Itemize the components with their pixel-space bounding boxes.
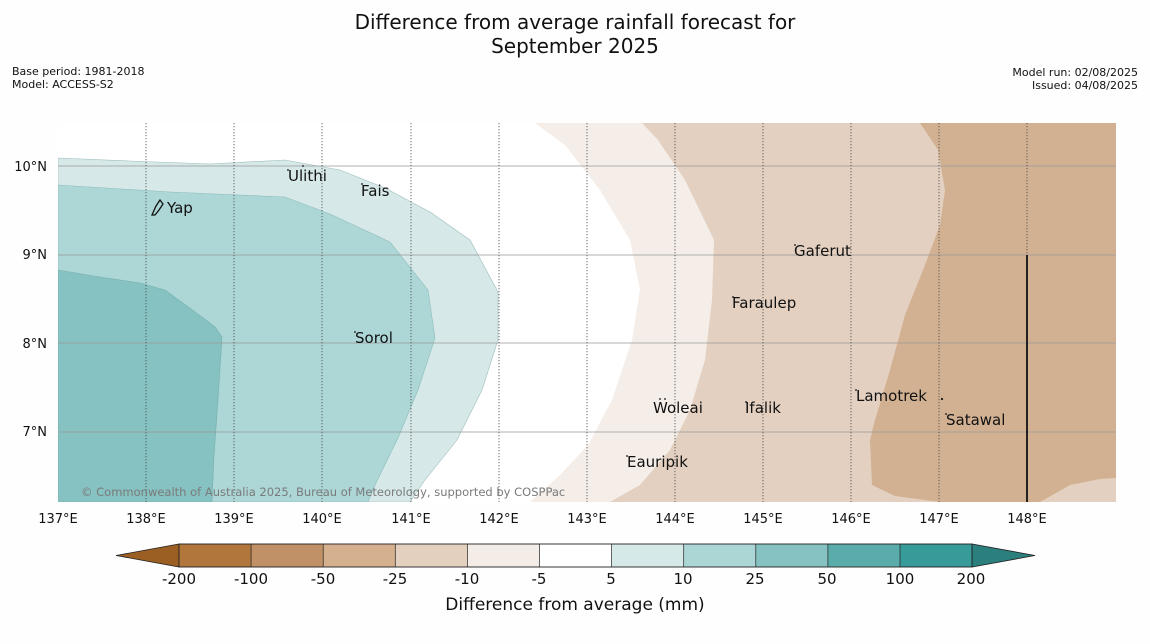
island-markers xyxy=(287,165,947,457)
lon-tick-label: 137°E xyxy=(38,512,78,527)
colorbar-tick-labels: -200 -100 -50 -25 -10 -5 5 10 25 50 100 … xyxy=(162,570,985,588)
colorbar-tick-label: 200 xyxy=(957,570,986,588)
lat-tick-label: 10°N xyxy=(14,160,47,175)
colorbar: -200 -100 -50 -25 -10 -5 5 10 25 50 100 … xyxy=(115,543,1036,615)
colorbar-label: Difference from average (mm) xyxy=(445,595,704,615)
colorbar-segment xyxy=(683,544,756,567)
island-dot xyxy=(361,183,363,185)
place-label-satawal: Satawal xyxy=(946,411,1005,429)
colorbar-tick-label: -200 xyxy=(162,570,196,588)
colorbar-segment xyxy=(467,544,540,567)
colorbar-segment xyxy=(539,544,612,567)
island-dot xyxy=(302,165,304,167)
lon-tick-label: 142°E xyxy=(479,512,519,527)
place-label-woleai: Woleai xyxy=(653,399,703,417)
colorbar-dividers xyxy=(250,544,901,567)
island-dot xyxy=(354,331,356,333)
colorbar-tick-label: 50 xyxy=(817,570,836,588)
model-text: Model: ACCESS-S2 xyxy=(12,78,114,91)
place-label-fais: Fais xyxy=(361,182,390,200)
colorbar-tick-label: 10 xyxy=(673,570,692,588)
lon-tick-label: 147°E xyxy=(919,512,959,527)
island-dot xyxy=(945,413,947,415)
dry-region-corner xyxy=(1040,478,1116,502)
lon-tick-label: 138°E xyxy=(126,512,166,527)
colorbar-segment xyxy=(611,544,684,567)
lon-tick-label: 143°E xyxy=(567,512,607,527)
colorbar-segment xyxy=(755,544,828,567)
lat-tick-label: 8°N xyxy=(23,337,48,352)
colorbar-frame xyxy=(178,543,973,568)
map-panel: Ulithi Fais Yap Gaferut Faraulep Sorol W… xyxy=(58,123,1116,502)
colorbar-wet-extension xyxy=(971,543,1036,568)
colorbar-segment xyxy=(251,544,324,567)
place-label-eauripik: Eauripik xyxy=(627,453,688,471)
island-dot xyxy=(626,455,628,457)
lon-tick-label: 140°E xyxy=(302,512,342,527)
colorbar-segment xyxy=(323,544,396,567)
title-line-1: Difference from average rainfall forecas… xyxy=(354,10,796,34)
place-label-faraulep: Faraulep xyxy=(732,294,796,312)
colorbar-segment xyxy=(179,544,252,567)
colorbar-tick-label: 25 xyxy=(745,570,764,588)
lat-tick-label: 9°N xyxy=(23,248,48,263)
place-label-ifalik: Ifalik xyxy=(745,399,781,417)
yap-island-icon xyxy=(150,198,164,216)
very-wet-region xyxy=(58,269,223,502)
colorbar-dry-extension xyxy=(115,543,180,568)
lon-tick-label: 145°E xyxy=(743,512,783,527)
colorbar-tick-label: -5 xyxy=(532,570,547,588)
lon-tick-label: 139°E xyxy=(214,512,254,527)
colorbar-tick-label: -25 xyxy=(383,570,408,588)
title-line-2: September 2025 xyxy=(491,34,659,58)
lon-tick-label: 146°E xyxy=(831,512,871,527)
island-dot xyxy=(732,296,734,298)
base-period-text: Base period: 1981-2018 xyxy=(12,65,145,78)
colorbar-segment xyxy=(395,544,468,567)
island-dot xyxy=(745,401,747,403)
map-title: Difference from average rainfall forecas… xyxy=(0,10,1150,58)
lat-tick-label: 7°N xyxy=(23,425,48,440)
copyright-text: © Commonwealth of Australia 2025, Bureau… xyxy=(81,485,565,499)
colorbar-segment xyxy=(900,544,972,567)
colorbar-tick-label: -10 xyxy=(455,570,480,588)
model-run-text: Model run: 02/08/2025 xyxy=(1012,66,1138,79)
colorbar-tick-label: 100 xyxy=(886,570,915,588)
island-dot xyxy=(940,397,944,401)
colorbar-tick-label: 5 xyxy=(606,570,616,588)
place-label-sorol: Sorol xyxy=(355,329,393,347)
place-label-lamotrek: Lamotrek xyxy=(856,387,927,405)
lon-tick-label: 141°E xyxy=(391,512,431,527)
issued-text: Issued: 04/08/2025 xyxy=(1031,79,1138,92)
lon-tick-label: 148°E xyxy=(1007,512,1047,527)
island-dot xyxy=(855,389,857,391)
colorbar-tick-label: -50 xyxy=(311,570,336,588)
model-info: Base period: 1981-2018 Model: ACCESS-S2 xyxy=(12,65,144,91)
place-label-gaferut: Gaferut xyxy=(794,242,851,260)
island-dot xyxy=(794,244,796,246)
lon-tick-label: 144°E xyxy=(655,512,695,527)
place-label-yap: Yap xyxy=(166,199,193,217)
colorbar-segment xyxy=(827,544,900,567)
island-dot xyxy=(659,398,661,400)
place-label-ulithi: Ulithi xyxy=(288,167,327,185)
longitude-tick-labels: 137°E 138°E 139°E 140°E 141°E 142°E 143°… xyxy=(38,512,1047,527)
island-dot xyxy=(287,169,289,171)
colorbar-tick-label: -100 xyxy=(234,570,268,588)
run-info: Model run: 02/08/2025 Issued: 04/08/2025 xyxy=(1012,66,1138,92)
island-dot xyxy=(664,398,666,400)
